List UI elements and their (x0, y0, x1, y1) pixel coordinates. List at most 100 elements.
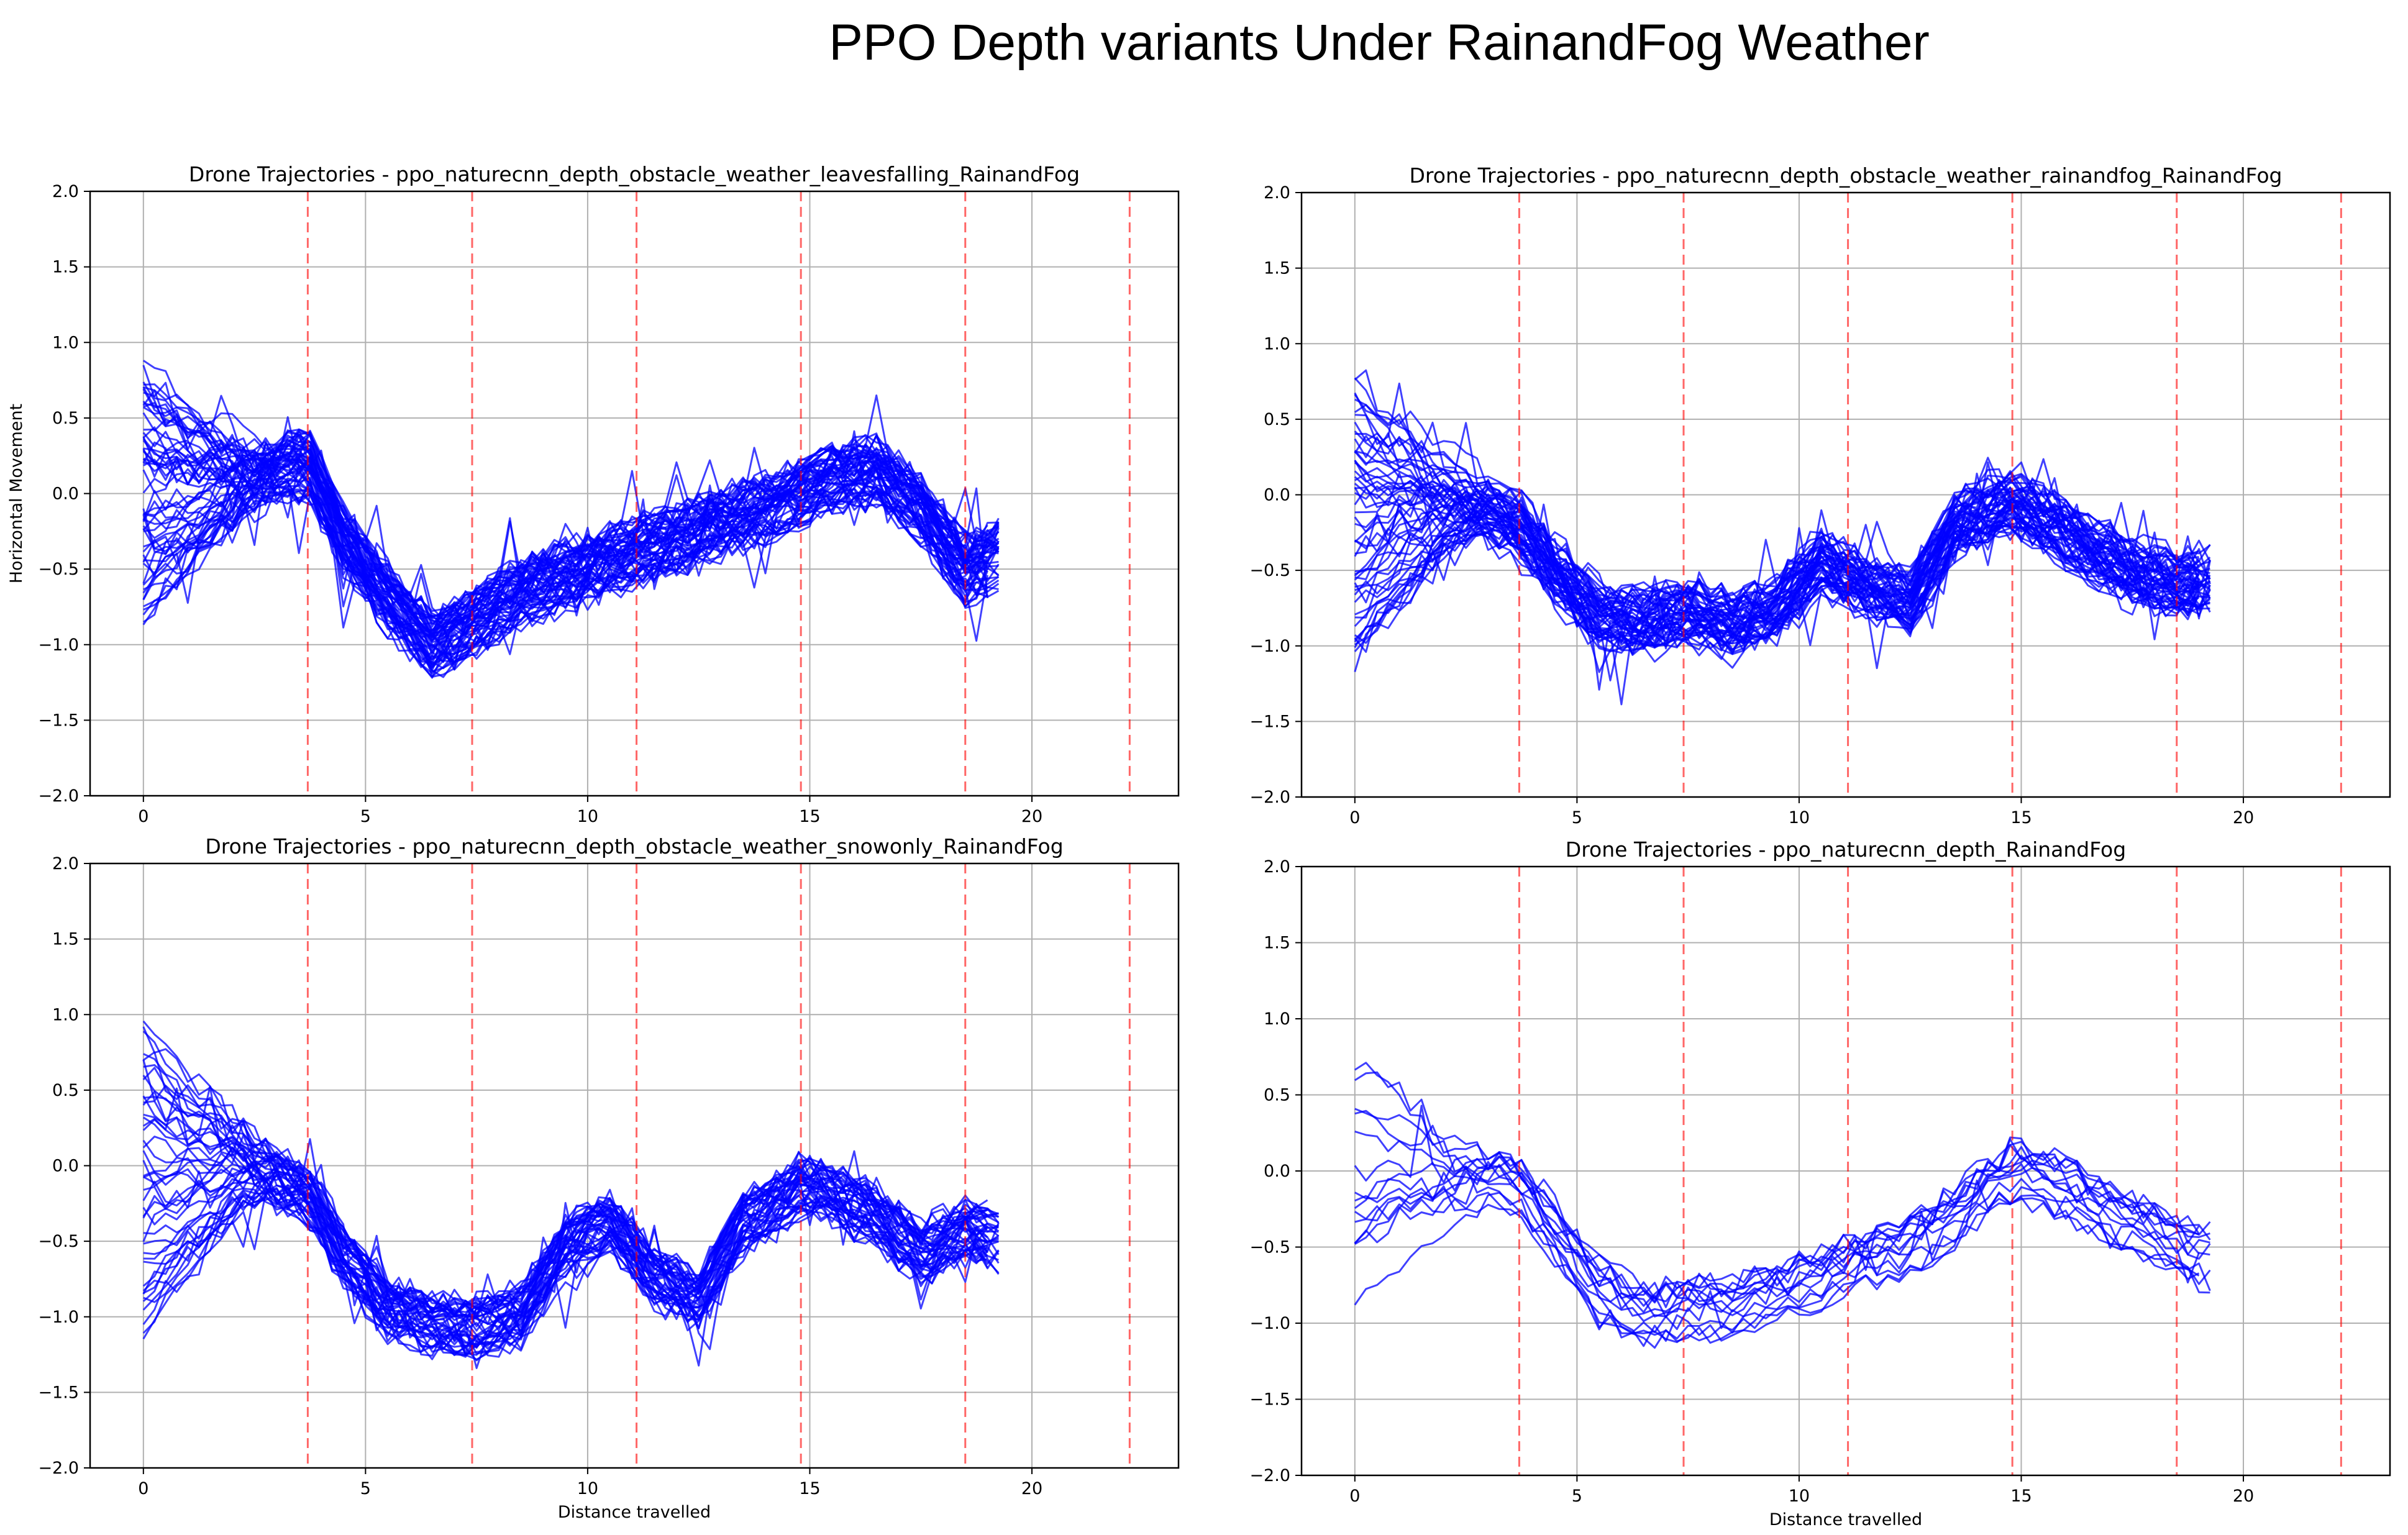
x-tick-label: 15 (2010, 1487, 2032, 1506)
y-tick-label: 0.0 (52, 1157, 79, 1176)
trajectory-line (1354, 1105, 2210, 1323)
x-tick-label: 5 (360, 807, 371, 826)
trajectory-line (143, 463, 999, 660)
trajectory-line (1354, 502, 2211, 647)
trajectory-line (143, 1189, 1000, 1358)
y-tick-label: −2.0 (1249, 1466, 1290, 1485)
x-tick-label: 5 (1572, 808, 1582, 827)
y-tick-label: −2.0 (1249, 788, 1290, 807)
trajectory-line (1354, 1186, 2211, 1340)
trajectory-line (1354, 517, 2200, 652)
trajectory-line (142, 485, 988, 668)
y-tick-label: −1.0 (1249, 1314, 1290, 1333)
y-tick-label: −1.5 (38, 1383, 79, 1402)
trajectory-line (142, 441, 988, 663)
trajectory-line (1354, 527, 2200, 673)
y-tick-label: −0.5 (1249, 1238, 1290, 1257)
y-tick-label: 0.0 (52, 485, 79, 504)
y-tick-label: 1.0 (52, 333, 79, 352)
subplot-title: Drone Trajectories - ppo_naturecnn_depth… (1566, 837, 2126, 862)
trajectory-line (1354, 505, 2211, 635)
figure-title: PPO Depth variants Under RainandFog Weat… (829, 14, 1930, 71)
trajectory-line (143, 439, 1000, 624)
trajectory-line (142, 481, 1000, 678)
x-tick-label: 0 (1349, 808, 1360, 827)
y-tick-label: 1.0 (1264, 1009, 1290, 1029)
y-tick-label: −0.5 (1249, 561, 1290, 580)
subplot-title: Drone Trajectories - ppo_naturecnn_depth… (1410, 163, 2283, 188)
y-tick-label: −1.0 (1249, 637, 1290, 656)
trajectory-line (142, 365, 1000, 663)
x-tick-label: 20 (2233, 1487, 2254, 1506)
trajectory-line (1354, 1160, 2211, 1318)
trajectory-line (1354, 1173, 2200, 1334)
y-tick-label: 0.5 (1264, 410, 1290, 429)
trajectory-line (1354, 1179, 2200, 1349)
x-tick-label: 0 (1349, 1487, 1360, 1506)
y-tick-label: −1.0 (38, 1308, 79, 1327)
y-tick-label: −1.5 (1249, 712, 1290, 731)
x-tick-label: 5 (1572, 1487, 1582, 1506)
x-tick-label: 10 (1789, 808, 1810, 827)
subplot-snowonly: 0 5 10 15 20 −2.0 −1.5 −1.0 −0.5 0.0 0.5 1.0 1.5 2.0 D… (38, 834, 1180, 1522)
x-tick-label: 10 (1789, 1487, 1810, 1506)
trajectory-line (142, 1136, 988, 1327)
trajectory-line (143, 1153, 1000, 1328)
trajectory-line (1354, 394, 2210, 634)
y-tick-label: −2.0 (38, 786, 79, 806)
trajectory-line (1354, 404, 2200, 681)
subplot-rainandfog: 0 5 10 15 20 −2.0 −1.5 −1.0 −0.5 0.0 0.5 1.0 1.5 2.0 D… (1249, 163, 2391, 827)
x-tick-label: 5 (360, 1479, 371, 1498)
y-tick-label: 1.5 (1264, 934, 1290, 953)
y-tick-label: −0.5 (38, 560, 79, 579)
trajectory-line (142, 438, 1000, 670)
x-tick-label: 20 (1021, 807, 1042, 826)
x-tick-label: 20 (1021, 1479, 1042, 1498)
y-tick-label: 1.5 (52, 930, 79, 949)
trajectory-line (142, 1187, 1000, 1351)
trajectory-line (1354, 450, 2211, 650)
y-tick-label: 1.0 (52, 1005, 79, 1024)
x-axis-label: Distance travelled (1769, 1510, 1922, 1529)
x-tick-label: 0 (138, 807, 148, 826)
x-tick-label: 10 (577, 807, 598, 826)
trajectory-line (143, 1158, 1000, 1314)
x-axis-label: Distance travelled (558, 1503, 711, 1522)
trajectory-line (143, 386, 988, 638)
y-tick-label: −1.5 (38, 711, 79, 730)
trajectory-line (1354, 392, 2199, 660)
trajectory-line (143, 1096, 999, 1318)
y-tick-label: 0.0 (1264, 486, 1290, 505)
trajectory-line (142, 1118, 1000, 1316)
y-tick-label: 0.0 (1264, 1162, 1290, 1181)
y-tick-label: −1.0 (38, 635, 79, 655)
trajectory-line (142, 1067, 1000, 1358)
y-tick-label: 2.0 (1264, 857, 1290, 877)
x-tick-label: 10 (577, 1479, 598, 1498)
trajectory-line (1354, 481, 2200, 644)
subplot-title: Drone Trajectories - ppo_naturecnn_depth… (205, 834, 1063, 859)
x-tick-label: 15 (799, 807, 820, 826)
trajectory-line (1354, 1146, 2200, 1303)
y-tick-label: 0.5 (1264, 1086, 1290, 1105)
y-axis-label: Horizontal Movement (7, 404, 26, 583)
y-tick-label: 1.5 (1264, 259, 1290, 278)
y-tick-label: −2.0 (38, 1459, 79, 1478)
trajectory-line (142, 430, 988, 678)
x-tick-label: 15 (2010, 808, 2032, 827)
y-tick-label: −1.5 (1249, 1390, 1290, 1410)
subplot-title: Drone Trajectories - ppo_naturecnn_depth… (189, 162, 1080, 186)
y-tick-label: 2.0 (52, 854, 79, 873)
y-tick-label: 0.5 (52, 409, 79, 428)
x-tick-label: 15 (799, 1479, 820, 1498)
subplot-leavesfalling: 0 5 10 15 20 −2.0 −1.5 −1.0 −0.5 0.0 0.5 1.0 1.5 2.0 D… (7, 162, 1180, 826)
trajectory-line (142, 447, 1000, 623)
x-tick-label: 20 (2233, 808, 2254, 827)
y-tick-label: 2.0 (1264, 183, 1290, 203)
trajectory-line (142, 486, 1000, 679)
y-tick-label: 1.5 (52, 258, 79, 277)
y-tick-label: 1.0 (1264, 334, 1290, 353)
y-tick-label: 2.0 (52, 182, 79, 201)
subplot-depth: 0 5 10 15 20 −2.0 −1.5 −1.0 −0.5 0.0 0.5 1.0 1.5 2.0 D… (1249, 837, 2391, 1529)
